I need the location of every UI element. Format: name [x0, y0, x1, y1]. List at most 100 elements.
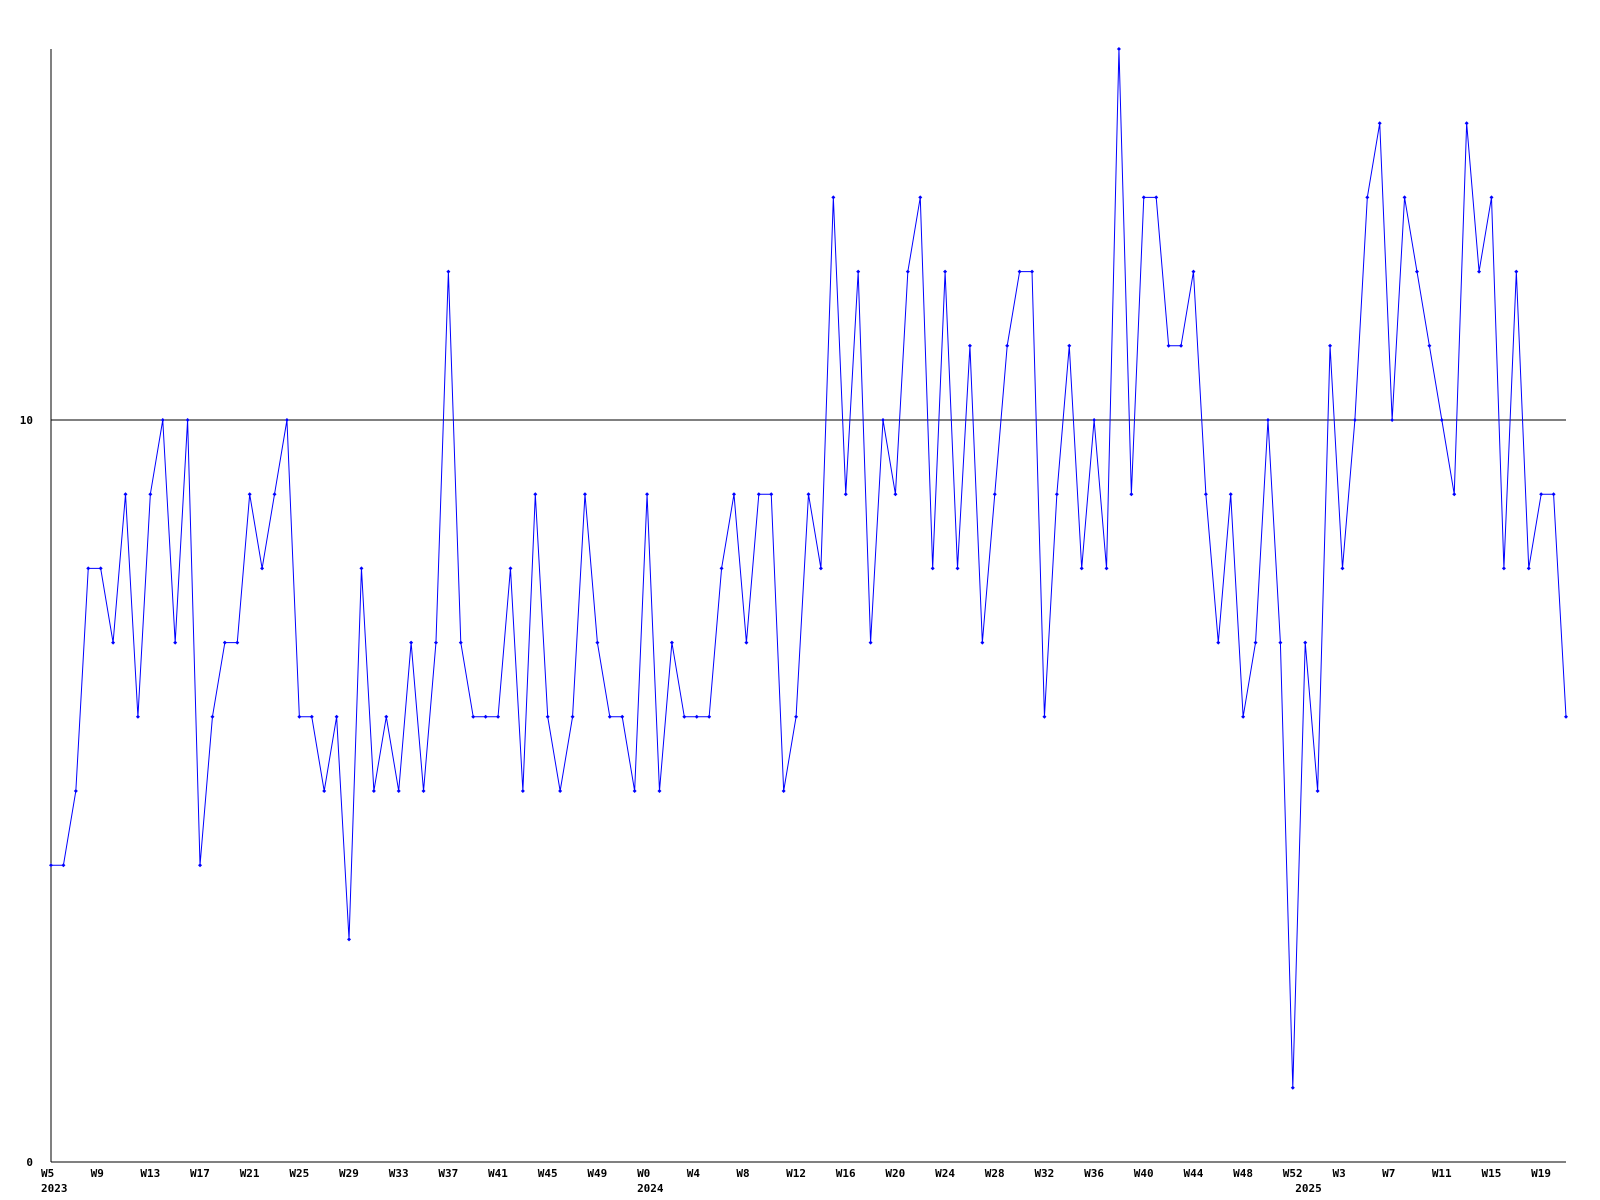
data-point [309, 714, 314, 719]
data-point [1129, 492, 1134, 497]
data-point [1501, 566, 1506, 571]
data-point [86, 566, 91, 571]
x-tick-label: W3 [1332, 1167, 1345, 1180]
data-point [73, 789, 78, 793]
data-point [1191, 269, 1196, 274]
data-point [1228, 492, 1233, 497]
data-point [1154, 195, 1159, 200]
data-point [1092, 418, 1097, 422]
data-point [272, 492, 277, 497]
data-point [1166, 343, 1171, 348]
data-point [967, 343, 972, 348]
x-tick-label: W8 [736, 1167, 749, 1180]
data-point [744, 640, 749, 645]
data-point [1340, 566, 1345, 571]
x-tick-label: W45 [538, 1167, 558, 1180]
data-point [1328, 343, 1333, 348]
x-tick-label: W19 [1531, 1167, 1551, 1180]
data-point [1116, 47, 1121, 51]
data-point [731, 492, 736, 497]
data-point [1377, 121, 1382, 126]
x-tick-label: W20 [885, 1167, 905, 1180]
x-tick-label: W48 [1233, 1167, 1253, 1180]
data-point [533, 492, 538, 497]
data-point [297, 714, 302, 719]
data-point [61, 863, 66, 868]
data-point [1042, 714, 1047, 719]
data-point [49, 863, 53, 868]
data-point [396, 789, 401, 793]
data-point [881, 418, 886, 422]
data-point [794, 714, 799, 719]
data-point [1414, 269, 1419, 274]
data-point [1390, 418, 1395, 422]
data-point [893, 492, 898, 497]
data-point [1265, 418, 1270, 422]
data-point [856, 269, 861, 274]
data-point [682, 714, 687, 719]
data-point [371, 789, 376, 793]
data-point [496, 714, 501, 719]
data-point [260, 566, 265, 571]
data-point [806, 492, 811, 497]
data-point [1315, 789, 1320, 793]
x-tick-label: W37 [438, 1167, 458, 1180]
x-tick-label: W9 [91, 1167, 104, 1180]
data-point [520, 789, 525, 793]
data-point [1514, 269, 1519, 274]
data-point [247, 492, 252, 497]
x-tick-label: W49 [587, 1167, 607, 1180]
data-point [955, 566, 960, 571]
data-point [545, 714, 550, 719]
data-point [483, 714, 488, 719]
data-point [632, 789, 637, 793]
x-tick-label: W40 [1134, 1167, 1154, 1180]
data-point [359, 566, 364, 571]
data-point [620, 714, 625, 719]
data-point [831, 195, 836, 200]
x-tick-label: W13 [140, 1167, 160, 1180]
x-tick-label: W41 [488, 1167, 508, 1180]
x-tick-label: W33 [389, 1167, 409, 1180]
data-point [1352, 418, 1357, 422]
data-point [669, 640, 674, 645]
data-point [1253, 640, 1258, 645]
data-point [1439, 418, 1444, 422]
data-point [818, 566, 823, 571]
data-point [433, 640, 438, 645]
data-point [1402, 195, 1407, 200]
y-tick-label: 0 [26, 1156, 33, 1169]
data-point [508, 566, 513, 571]
data-point [1030, 269, 1035, 274]
data-point [235, 640, 240, 645]
data-point [607, 714, 612, 719]
data-point [198, 863, 203, 868]
data-point [943, 269, 948, 274]
data-point [160, 418, 165, 422]
data-point [185, 418, 190, 422]
data-point [471, 714, 476, 719]
data-point [284, 418, 289, 422]
x-tick-label: W15 [1481, 1167, 1501, 1180]
data-point [1551, 492, 1556, 497]
data-point [123, 492, 128, 497]
y-tick-label: 10 [20, 414, 33, 427]
x-year-label: 2024 [637, 1182, 664, 1195]
data-point [222, 640, 227, 645]
data-point [135, 714, 140, 719]
data-point [1526, 566, 1531, 571]
series-line [51, 48, 1567, 1088]
data-point [719, 566, 724, 571]
data-point [1290, 1085, 1295, 1090]
x-tick-label: W36 [1084, 1167, 1104, 1180]
data-point [694, 714, 699, 719]
x-tick-label: W4 [687, 1167, 701, 1180]
data-point [1477, 269, 1482, 274]
data-point [384, 714, 389, 719]
data-point [1054, 492, 1059, 497]
x-tick-label: W16 [836, 1167, 856, 1180]
data-point [1489, 195, 1494, 200]
data-point [868, 640, 873, 645]
